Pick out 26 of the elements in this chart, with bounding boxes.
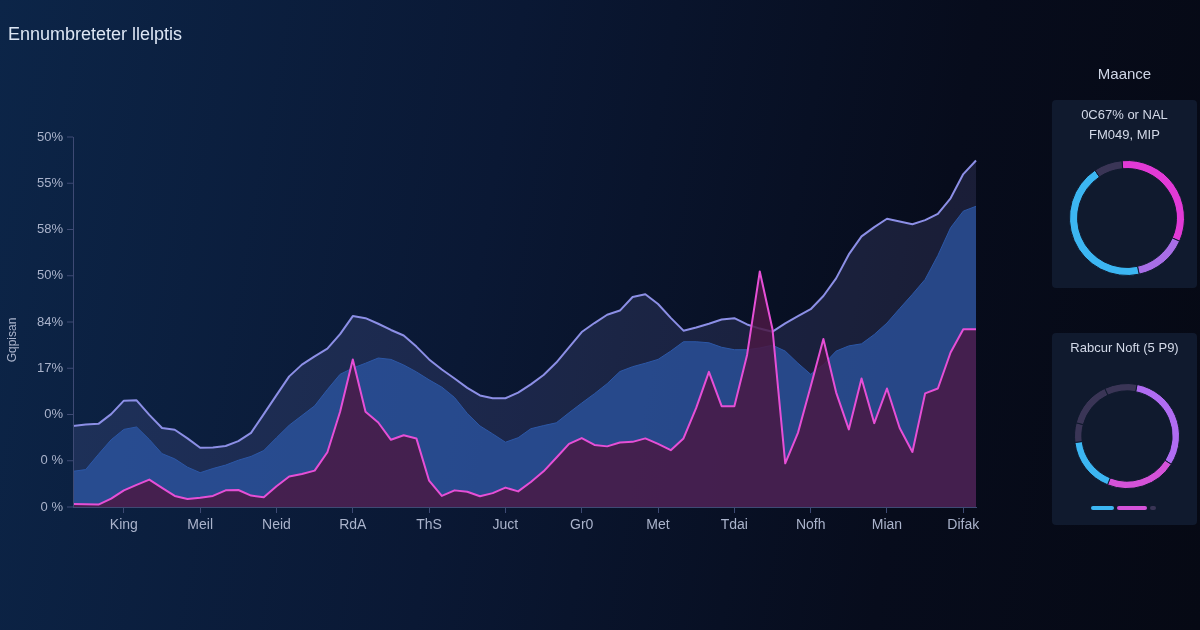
- x-tick-label: Nofh: [795, 516, 826, 533]
- chart-title: Rabcur Noft (5 P9): [1069, 339, 1180, 357]
- x-tick-label: ThS: [416, 516, 442, 533]
- chart-subtitle: 0C67% or NAL FM049, MIP: [1080, 106, 1169, 144]
- x-tick-label: Meil: [187, 516, 214, 533]
- text: 0 %: [40, 452, 64, 468]
- text: 55%: [36, 174, 64, 190]
- x-tick-label: Neid: [262, 516, 291, 533]
- x-tick-label: Tdai: [720, 516, 748, 533]
- text: 50%: [36, 128, 64, 144]
- text: 50%: [36, 267, 64, 283]
- x-tick-label: RdA: [339, 516, 368, 533]
- chart-title: Ennumbreteter llelptis: [8, 24, 183, 45]
- chart-title: Maance: [1096, 64, 1153, 84]
- x-tick-label: Juct: [492, 516, 519, 533]
- x-tick-label: King: [109, 516, 138, 533]
- x-tick-label: Mian: [871, 516, 903, 533]
- x-tick-label: Met: [646, 516, 670, 533]
- x-tick-label: Gr0: [570, 516, 594, 533]
- x-tick-label: Difak: [947, 516, 981, 533]
- text: 0 %: [40, 498, 64, 514]
- y-axis-title: Gqpisan: [5, 317, 19, 363]
- text: 84%: [36, 313, 64, 329]
- text: 17%: [36, 359, 64, 375]
- text: 58%: [36, 221, 64, 237]
- text: 0%: [44, 406, 64, 422]
